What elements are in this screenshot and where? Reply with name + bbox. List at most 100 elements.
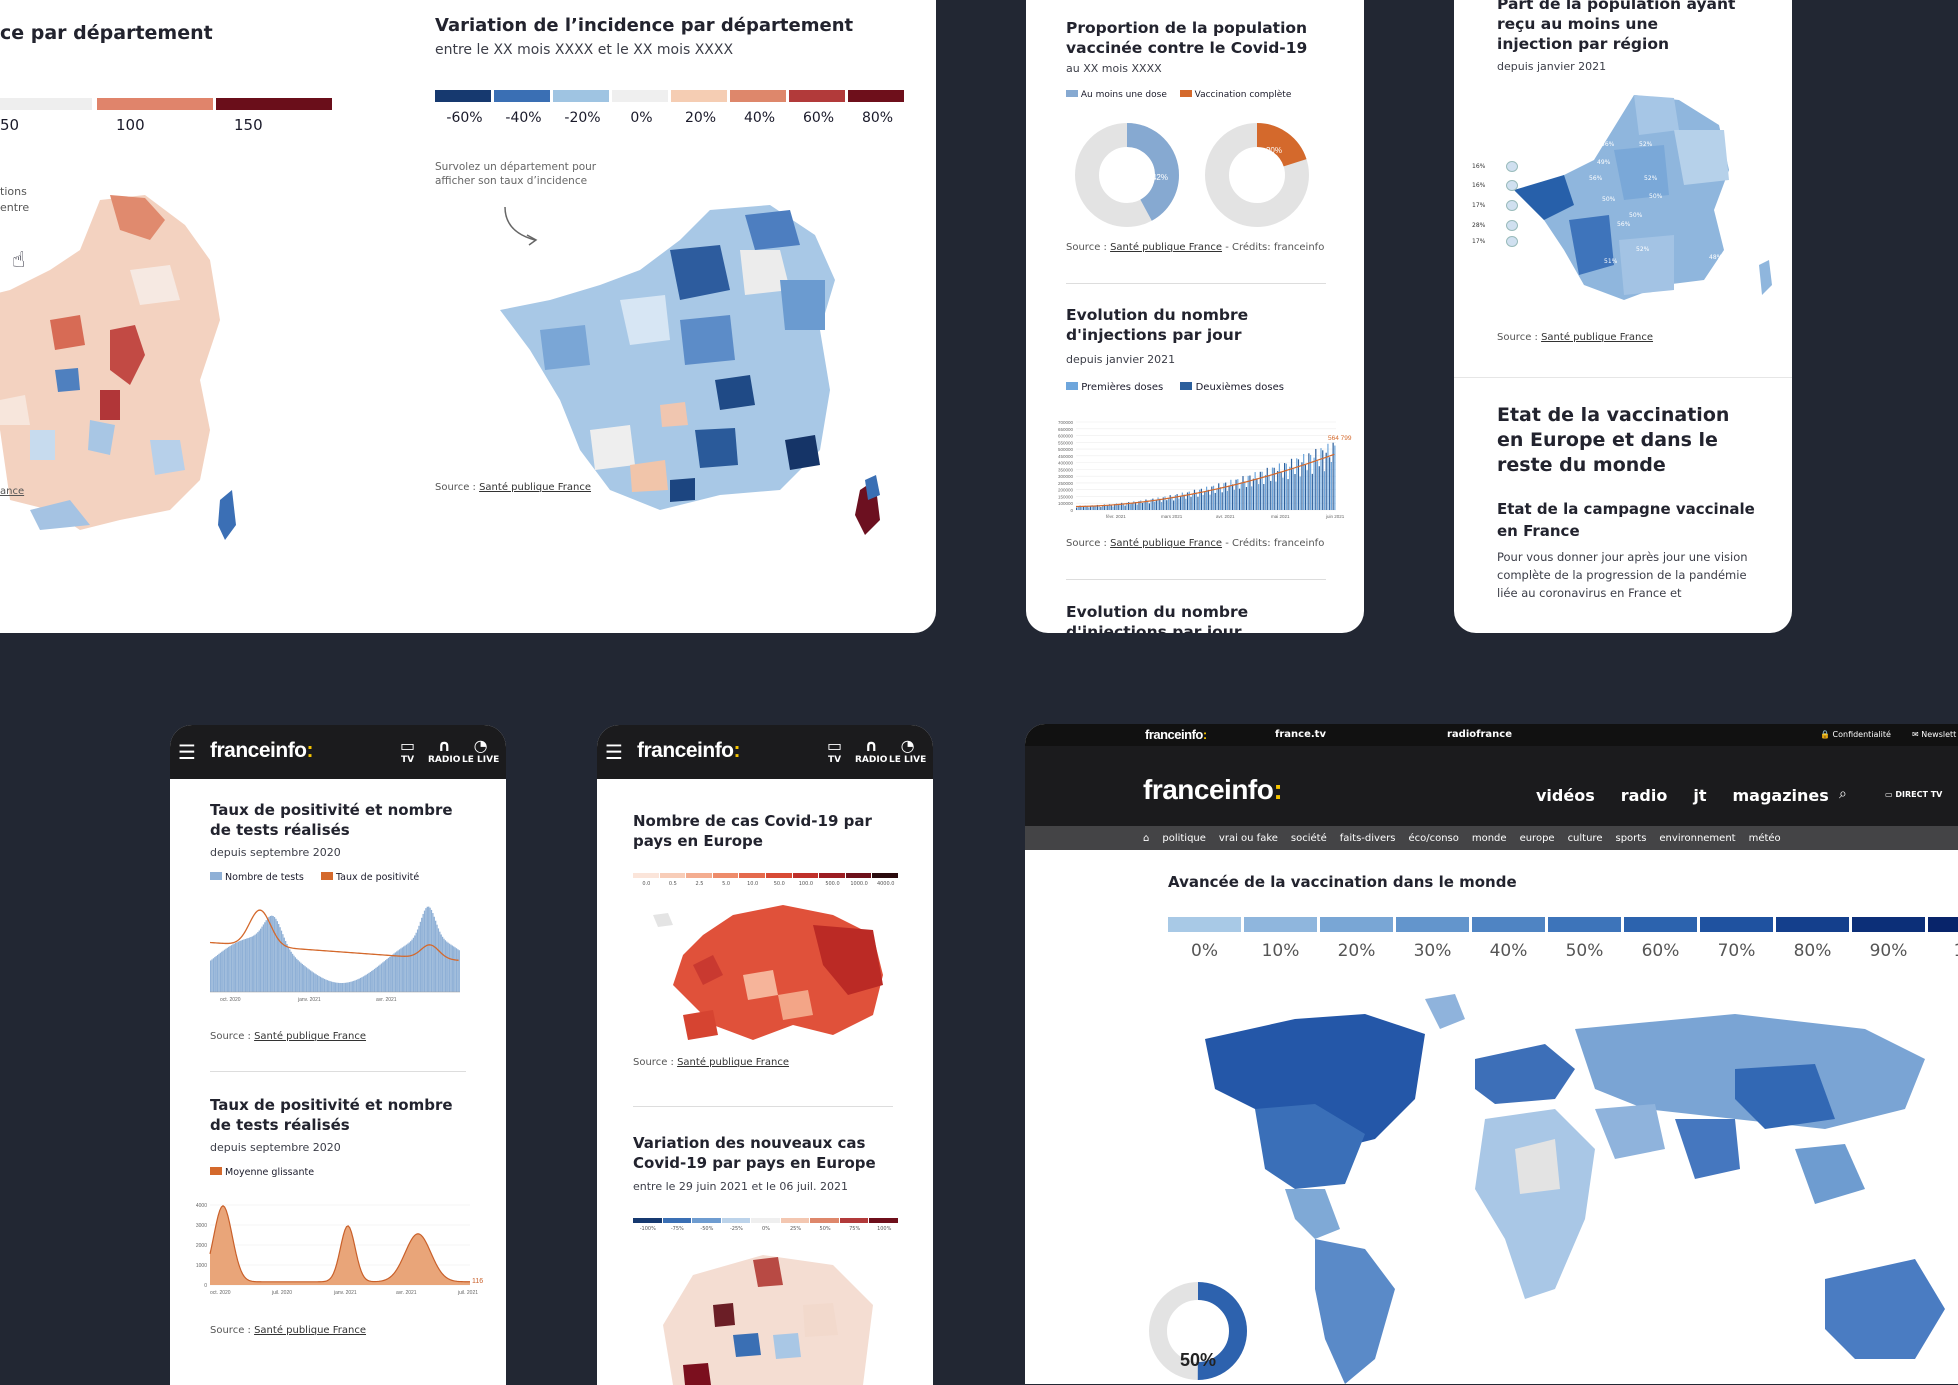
- category-link[interactable]: faits-divers: [1339, 832, 1396, 844]
- hamburger-icon[interactable]: ☰: [178, 740, 196, 764]
- injection-bar: [1277, 470, 1279, 510]
- brand-logo[interactable]: franceinfo:: [637, 739, 740, 763]
- source-link[interactable]: Santé publique France: [254, 1031, 367, 1042]
- tests-bar: [236, 942, 238, 992]
- newsletter-link[interactable]: ✉ Newslett: [1912, 730, 1957, 739]
- tests-positivity-chart[interactable]: oct. 2020 janv. 2021 avr. 2021: [180, 897, 496, 1007]
- y-tick: 200000: [1058, 488, 1074, 493]
- scale-swatch: [659, 873, 686, 878]
- injection-bar: [1285, 463, 1287, 510]
- menu-magazines[interactable]: magazines: [1732, 786, 1829, 805]
- tests-bar: [403, 946, 405, 992]
- legend-swatch: [1066, 382, 1078, 390]
- source-link[interactable]: Santé publique France: [1110, 242, 1223, 253]
- tests-bar: [239, 940, 241, 992]
- scale-label: 500.0: [825, 881, 840, 887]
- y-tick: 0: [1070, 508, 1073, 513]
- card-title: Avancée de la vaccination dans le monde: [1168, 873, 1517, 891]
- category-link[interactable]: europe: [1519, 832, 1555, 844]
- rolling-average-chart[interactable]: 4000 3000 2000 1000 0 116 oct. 2020 juil. 2020 j…: [180, 1195, 496, 1305]
- top-link-radiofrance[interactable]: radiofrance: [1447, 729, 1512, 740]
- world-donut[interactable]: 50%: [1143, 1276, 1253, 1384]
- nav-live[interactable]: ◔ LE LIVE: [462, 737, 499, 766]
- france-regions-map[interactable]: [1514, 90, 1774, 320]
- source-link[interactable]: Santé publique France: [1541, 332, 1654, 343]
- card-title: Part de la population ayant reçu au moin…: [1497, 0, 1736, 53]
- donut-full-vaccination[interactable]: 20%: [1202, 120, 1312, 230]
- card-title: Variation de l’incidence par département: [435, 15, 854, 36]
- source-link[interactable]: ance: [0, 486, 25, 497]
- brand-logo[interactable]: franceinfo:: [210, 739, 313, 763]
- scale-swatch: [810, 1218, 839, 1223]
- category-link[interactable]: sports: [1615, 832, 1647, 844]
- region-label: 49%: [1597, 159, 1611, 166]
- hamburger-icon[interactable]: ☰: [605, 740, 623, 764]
- direct-tv-link[interactable]: ▭ DIRECT TV: [1885, 790, 1942, 799]
- source-link[interactable]: Santé publique France: [479, 482, 592, 493]
- menu-radio[interactable]: radio: [1620, 786, 1668, 805]
- legend-swatch: [494, 90, 550, 102]
- top-link-francetv[interactable]: france.tv: [1275, 729, 1326, 740]
- scale-label: 40%: [1489, 941, 1528, 961]
- tests-bar: [457, 949, 459, 992]
- search-icon[interactable]: ⌕: [1839, 786, 1847, 802]
- category-link[interactable]: éco/conso: [1408, 832, 1459, 844]
- privacy-link[interactable]: 🔒 Confidentialité: [1820, 730, 1891, 739]
- menu-jt[interactable]: jt: [1693, 786, 1707, 805]
- source-link[interactable]: Santé publique France: [677, 1057, 790, 1068]
- category-link[interactable]: politique: [1162, 832, 1206, 844]
- tests-bar: [412, 937, 415, 992]
- brand-text: franceinfo: [210, 739, 307, 762]
- x-tick: févr. 2021: [1106, 514, 1126, 519]
- injection-bar: [1173, 500, 1175, 510]
- injection-bar: [1124, 505, 1126, 510]
- nav-tv[interactable]: ▭ TV: [400, 737, 415, 766]
- nav-radio[interactable]: ∩ RADIO: [428, 737, 460, 766]
- category-link[interactable]: société: [1290, 832, 1327, 844]
- donut-legend: Au moins une dose Vaccination complète: [1066, 90, 1291, 100]
- europe-variation-map[interactable]: [633, 1245, 899, 1385]
- brand-text: franceinfo: [637, 739, 734, 762]
- source-link[interactable]: Santé publique France: [254, 1325, 367, 1336]
- tests-bar: [319, 976, 322, 992]
- top-brand[interactable]: franceinfo:: [1145, 727, 1207, 742]
- category-link[interactable]: environnement: [1659, 832, 1736, 844]
- injection-bar: [1308, 453, 1310, 510]
- injection-bar: [1084, 505, 1086, 510]
- injection-bar: [1081, 506, 1083, 510]
- source-link[interactable]: Santé publique France: [1110, 538, 1223, 549]
- category-link[interactable]: monde: [1471, 832, 1507, 844]
- injection-bar: [1256, 478, 1258, 510]
- injection-bar: [1148, 503, 1150, 510]
- y-tick: 500000: [1058, 447, 1074, 452]
- category-link[interactable]: vrai ou fake: [1218, 832, 1278, 844]
- home-icon[interactable]: ⌂: [1143, 832, 1150, 844]
- injection-bar: [1086, 505, 1088, 510]
- nav-live[interactable]: ◔ LE LIVE: [889, 737, 926, 766]
- donut-first-dose[interactable]: 42%: [1072, 120, 1182, 230]
- world-scale: 0% 10% 20% 30% 40% 50% 60% 70% 80% 90% 10: [1168, 917, 1958, 967]
- injection-bar: [1079, 505, 1081, 510]
- nav-tv[interactable]: ▭ TV: [827, 737, 842, 766]
- tests-bar: [353, 980, 355, 992]
- nav-radio[interactable]: ∩ RADIO: [855, 737, 887, 766]
- world-vaccination-map[interactable]: [1175, 989, 1958, 1384]
- tests-bar: [373, 968, 376, 992]
- x-tick: oct. 2020: [210, 1290, 231, 1296]
- tests-bar: [425, 908, 427, 992]
- menu-videos[interactable]: vidéos: [1536, 786, 1595, 805]
- y-tick: 3000: [196, 1223, 207, 1229]
- legend-label: -60%: [446, 110, 483, 126]
- tests-bar: [212, 958, 215, 992]
- tests-bar: [314, 973, 316, 992]
- tests-bar: [435, 920, 437, 992]
- category-link[interactable]: météo: [1748, 832, 1781, 844]
- europe-cases-map[interactable]: [633, 895, 899, 1045]
- tests-bar: [278, 923, 280, 992]
- brand-logo[interactable]: franceinfo:: [1143, 774, 1283, 806]
- category-link[interactable]: culture: [1567, 832, 1603, 844]
- injection-bar: [1082, 506, 1085, 510]
- france-incidence-map[interactable]: [0, 180, 240, 580]
- france-variation-map[interactable]: [480, 190, 920, 570]
